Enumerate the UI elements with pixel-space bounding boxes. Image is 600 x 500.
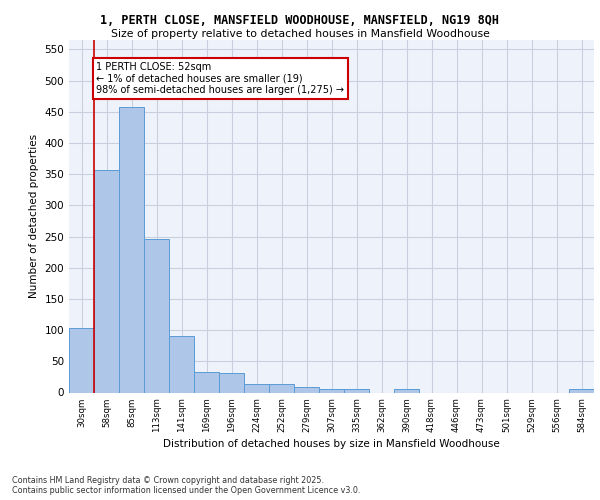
Text: 1, PERTH CLOSE, MANSFIELD WOODHOUSE, MANSFIELD, NG19 8QH: 1, PERTH CLOSE, MANSFIELD WOODHOUSE, MAN…: [101, 14, 499, 27]
Bar: [119, 107, 144, 393]
Bar: [169, 336, 194, 392]
Bar: [244, 384, 269, 392]
Bar: [569, 390, 594, 392]
Bar: [144, 239, 169, 392]
Bar: [94, 170, 119, 392]
Bar: [194, 372, 219, 392]
Bar: [394, 390, 419, 392]
Text: 1 PERTH CLOSE: 52sqm
← 1% of detached houses are smaller (19)
98% of semi-detach: 1 PERTH CLOSE: 52sqm ← 1% of detached ho…: [97, 62, 344, 95]
Text: Contains HM Land Registry data © Crown copyright and database right 2025.
Contai: Contains HM Land Registry data © Crown c…: [12, 476, 361, 495]
Bar: [319, 389, 344, 392]
Bar: [69, 328, 94, 392]
Bar: [269, 384, 294, 392]
Bar: [344, 390, 369, 392]
Bar: [294, 387, 319, 392]
X-axis label: Distribution of detached houses by size in Mansfield Woodhouse: Distribution of detached houses by size …: [163, 439, 500, 449]
Y-axis label: Number of detached properties: Number of detached properties: [29, 134, 39, 298]
Bar: [219, 372, 244, 392]
Text: Size of property relative to detached houses in Mansfield Woodhouse: Size of property relative to detached ho…: [110, 29, 490, 39]
